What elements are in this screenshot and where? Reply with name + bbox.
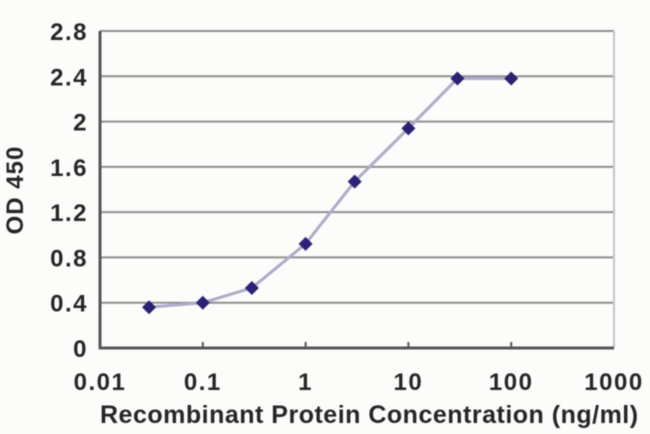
y-tick-label: 2 bbox=[73, 110, 88, 137]
data-point-marker bbox=[142, 300, 157, 315]
data-point-marker bbox=[401, 121, 416, 136]
data-point-marker bbox=[195, 295, 210, 310]
x-tick-label: 0.1 bbox=[184, 369, 222, 396]
y-tick-label: 1.2 bbox=[50, 200, 88, 227]
series-line bbox=[148, 77, 512, 309]
y-axis-title: OD 450 bbox=[2, 145, 29, 235]
data-point-marker bbox=[347, 174, 362, 189]
data-point-marker bbox=[504, 71, 519, 86]
y-tick-label: 0 bbox=[73, 336, 88, 363]
data-point-marker bbox=[244, 280, 259, 295]
x-axis-title: Recombinant Protein Concentration (ng/ml… bbox=[100, 401, 639, 429]
x-tick-label: 10 bbox=[394, 369, 424, 396]
y-tick-label: 0.8 bbox=[50, 245, 88, 272]
x-tick-label: 1000 bbox=[584, 369, 643, 396]
data-point-marker bbox=[298, 236, 313, 251]
y-tick-label: 2.4 bbox=[50, 64, 88, 91]
y-tick-label: 0.4 bbox=[50, 291, 88, 318]
y-tick-label: 1.6 bbox=[50, 155, 88, 182]
x-tick-label: 1 bbox=[298, 369, 313, 396]
x-tick-label: 100 bbox=[489, 369, 534, 396]
data-point-marker bbox=[450, 71, 465, 86]
x-tick-label: 0.01 bbox=[74, 369, 127, 396]
y-tick-label: 2.8 bbox=[50, 19, 88, 46]
